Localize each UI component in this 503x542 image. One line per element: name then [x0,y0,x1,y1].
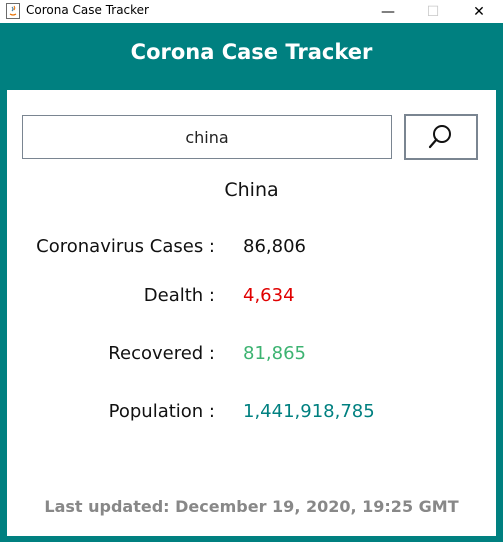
recovered-value: 81,865 [243,343,306,364]
minimize-icon: — [381,3,395,20]
app-frame: Corona Case Tracker China Coronavirus Ca… [0,23,503,542]
close-button[interactable]: ✕ [456,0,502,23]
country-name: China [224,179,279,201]
search-icon [428,125,451,149]
cases-value: 86,806 [243,236,306,257]
title-bar: Corona Case Tracker — ☐ ✕ [0,0,503,23]
maximize-button[interactable]: ☐ [410,0,456,23]
content-panel: China Coronavirus Cases : 86,806 Dealth … [7,90,496,536]
recovered-label: Recovered : [108,343,215,364]
window-title: Corona Case Tracker [26,3,149,17]
search-input[interactable] [22,115,392,159]
search-button[interactable] [404,114,478,160]
minimize-button[interactable]: — [365,0,411,23]
page-title: Corona Case Tracker [130,40,373,64]
maximize-icon: ☐ [426,3,440,20]
java-icon [6,3,20,19]
cases-label: Coronavirus Cases : [36,236,215,257]
population-value: 1,441,918,785 [243,401,375,422]
close-icon: ✕ [473,3,485,20]
death-label: Dealth : [143,285,215,306]
last-updated: Last updated: December 19, 2020, 19:25 G… [44,497,459,516]
population-label: Population : [108,401,215,422]
death-value: 4,634 [243,285,295,306]
